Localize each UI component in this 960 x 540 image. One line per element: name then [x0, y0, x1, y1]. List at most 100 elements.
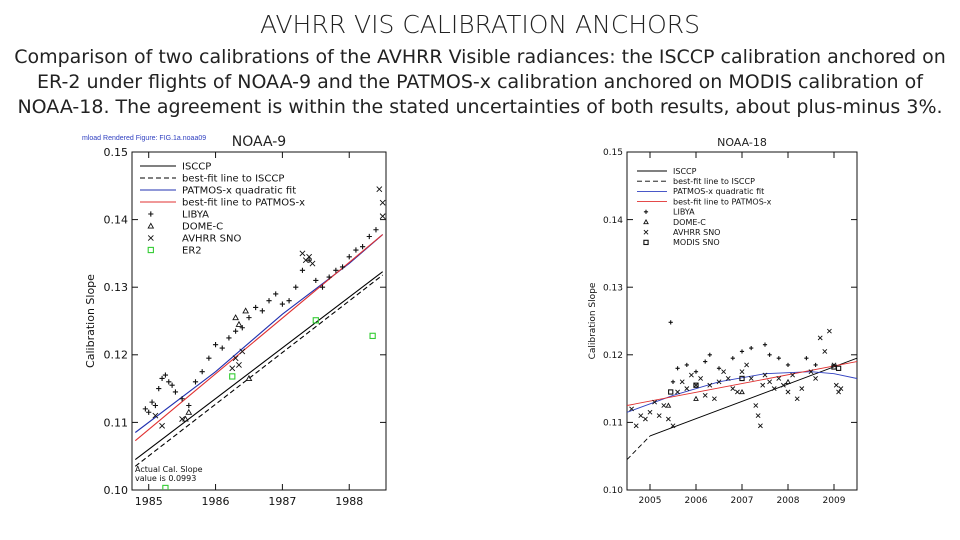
point-avhrr-sno	[693, 382, 699, 388]
noaa9-chart: NOAA-9 0.10 0.11 0.12 0.13 0.14 0.15 1985 1986 19…	[84, 134, 387, 508]
point-libya	[668, 320, 673, 325]
point-avhrr-sno	[794, 396, 800, 402]
plot-frame	[131, 151, 387, 491]
y-tick-label: 0.15	[104, 146, 129, 159]
series-line-isccp	[649, 357, 857, 437]
point-libya	[212, 342, 219, 348]
point-dome-c	[739, 388, 745, 395]
point-libya	[730, 356, 735, 361]
legend-marker-libya	[148, 211, 154, 217]
point-avhrr-sno	[734, 389, 740, 395]
chart-title: NOAA-9	[232, 134, 286, 150]
point-modis-sno	[693, 382, 699, 388]
point-avhrr-sno	[299, 250, 306, 257]
point-dome-c	[235, 320, 243, 327]
point-avhrr-sno	[638, 413, 644, 419]
point-avhrr-sno	[838, 386, 844, 392]
point-avhrr-sno	[707, 382, 713, 388]
x-tick-label: 1985	[135, 495, 163, 508]
legend-marker-libya	[643, 209, 649, 214]
x-tick-label: 1987	[268, 495, 296, 508]
point-avhrr-sno	[675, 389, 681, 395]
point-libya	[749, 345, 754, 351]
plot-area	[134, 186, 386, 490]
point-libya	[703, 359, 708, 364]
legend-label-best-fit-line-to-patmos-x: best-fit line to PATMOS-x	[673, 197, 772, 206]
point-libya	[306, 257, 312, 263]
series-line-best-fit-line-to-isccp	[627, 435, 651, 460]
point-dome-c	[665, 402, 672, 408]
legend-label-libya: LIBYA	[182, 210, 209, 221]
point-avhrr-sno	[753, 403, 759, 408]
y-tick-label: 0.11	[603, 419, 623, 429]
legend-label-patmos-x-quadratic-fit: PATMOS-x quadratic fit	[182, 186, 296, 197]
point-libya	[299, 267, 306, 273]
point-avhrr-sno	[684, 386, 690, 392]
point-libya	[670, 379, 676, 384]
point-libya	[142, 406, 148, 412]
point-libya	[159, 375, 165, 382]
point-libya	[259, 308, 265, 314]
point-libya	[346, 254, 352, 260]
series-line-patmos-x-quadratic-fit	[627, 371, 857, 413]
y-tick-label: 0.10	[603, 486, 623, 496]
y-tick-label: 0.12	[603, 351, 623, 361]
point-avhrr-sno	[309, 260, 316, 267]
point-avhrr-sno	[698, 376, 704, 381]
point-avhrr-sno	[629, 406, 635, 412]
point-libya	[152, 402, 158, 409]
point-libya	[253, 304, 259, 311]
series-line-best-fit-line-to-patmos-x	[627, 361, 857, 406]
point-dome-c	[245, 374, 253, 381]
point-libya	[286, 298, 292, 304]
y-tick-label: 0.14	[603, 216, 623, 226]
point-avhrr-sno	[822, 349, 828, 354]
y-tick-label: 0.10	[104, 484, 129, 497]
point-dome-c	[785, 378, 791, 384]
point-avhrr-sno	[760, 382, 766, 388]
point-libya	[767, 352, 772, 357]
figure-banner: mload Rendered Figure: FIG.1a.noaa09	[82, 135, 207, 142]
point-libya	[684, 362, 689, 368]
point-er2	[162, 484, 169, 490]
point-avhrr-sno	[836, 389, 842, 395]
legend-label-avhrr-sno: AVHRR SNO	[182, 234, 241, 245]
point-avhrr-sno	[665, 416, 671, 422]
point-avhrr-sno	[790, 372, 796, 378]
point-libya	[675, 366, 680, 371]
point-avhrr-sno	[232, 355, 239, 362]
point-avhrr-sno	[642, 416, 648, 422]
point-avhrr-sno	[833, 382, 839, 388]
point-avhrr-sno	[739, 369, 745, 375]
point-avhrr-sno	[730, 386, 736, 392]
y-axis-label: Calibration Slope	[84, 274, 97, 368]
point-avhrr-sno	[716, 379, 722, 385]
point-libya	[226, 335, 232, 341]
point-dome-c	[242, 307, 249, 314]
point-libya	[319, 284, 326, 290]
legend-marker-avhrr-sno	[643, 229, 649, 235]
point-libya	[169, 382, 175, 388]
point-libya	[199, 369, 205, 375]
point-avhrr-sno	[785, 389, 791, 395]
point-avhrr-sno	[679, 379, 685, 385]
annotation-line: value is 0.0993	[135, 474, 196, 483]
point-libya	[239, 325, 245, 331]
point-avhrr-sno	[799, 386, 805, 392]
y-axis-label: Calibration Slope	[588, 282, 598, 359]
x-tick-label: 2007	[731, 496, 754, 506]
point-modis-sno	[835, 365, 842, 371]
point-libya	[326, 274, 332, 280]
y-tick-label: 0.11	[104, 416, 129, 429]
legend-label-er2: ER2	[182, 246, 202, 257]
series-line-best-fit-line-to-isccp	[134, 274, 384, 467]
noaa18-chart: NOAA-18 0.10 0.11 0.12 0.13 0.14 0.15 2005 2006 2…	[588, 136, 858, 506]
point-libya	[366, 233, 372, 240]
point-avhrr-sno	[757, 423, 763, 429]
point-libya	[739, 349, 745, 354]
point-dome-c	[185, 408, 193, 415]
slide-title: AVHRR VIS CALIBRATION ANCHORS	[259, 10, 701, 39]
point-libya	[273, 291, 279, 297]
point-libya	[693, 369, 699, 374]
point-avhrr-sno	[776, 376, 782, 381]
